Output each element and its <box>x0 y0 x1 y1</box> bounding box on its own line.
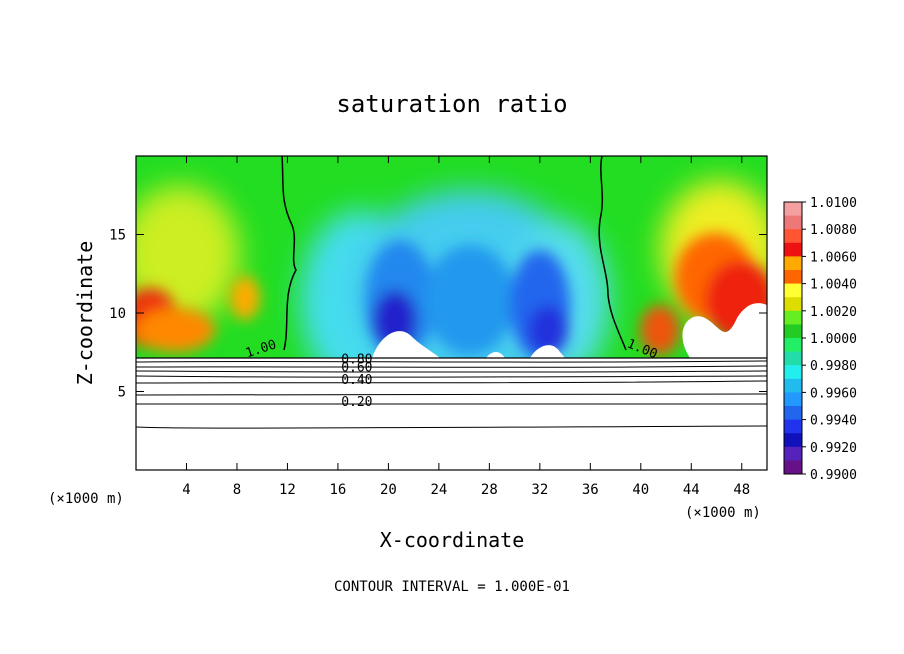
x-tick-label: 36 <box>582 482 599 498</box>
colorbar-swatch <box>784 324 802 339</box>
x-tick-label: 44 <box>683 482 700 498</box>
x-unit-left: (×1000 m) <box>48 491 124 507</box>
colorbar-label: 1.0020 <box>810 305 857 320</box>
x-tick-label: 28 <box>481 482 498 498</box>
colorbar-swatch <box>784 283 802 298</box>
contour-interval-note: CONTOUR INTERVAL = 1.000E-01 <box>334 579 570 595</box>
colorbar-swatch <box>784 229 802 244</box>
colorbar-swatch <box>784 310 802 325</box>
colorbar-swatch <box>784 446 802 461</box>
colorbar-swatch <box>784 338 802 353</box>
colorbar-swatch <box>784 460 802 475</box>
y-axis-ticks: 5 10 15 <box>109 228 767 401</box>
saturation-field <box>136 156 767 358</box>
colorbar-swatch <box>784 433 802 448</box>
x-unit-right: (×1000 m) <box>685 505 761 521</box>
colorbar-swatch <box>784 242 802 257</box>
x-axis-ticks: 4 8 12 16 20 24 28 32 36 40 44 48 <box>182 156 750 498</box>
y-tick-label: 15 <box>109 228 126 244</box>
colorbar-swatch <box>784 378 802 393</box>
colorbar-swatch <box>784 297 802 312</box>
colorbar-swatch <box>784 406 802 421</box>
contour-label: 0.20 <box>341 395 372 410</box>
x-tick-label: 24 <box>430 482 447 498</box>
x-tick-label: 8 <box>233 482 241 498</box>
contour-label: 0.40 <box>341 373 372 388</box>
colorbar-label: 1.0000 <box>810 332 857 347</box>
colorbar-label: 0.9960 <box>810 386 857 401</box>
colorbar-swatch <box>784 419 802 434</box>
colorbar-swatch <box>784 215 802 230</box>
x-tick-label: 16 <box>329 482 346 498</box>
chart-title: saturation ratio <box>336 90 567 118</box>
y-axis-label: Z-coordinate <box>73 241 97 386</box>
contour-label: 0.60 <box>341 361 372 376</box>
y-tick-label: 10 <box>109 306 126 322</box>
colorbar-swatch <box>784 256 802 271</box>
colorbar-swatch <box>784 202 802 217</box>
x-tick-label: 20 <box>380 482 397 498</box>
colorbar-label: 1.0060 <box>810 250 857 265</box>
colorbar-label: 1.0100 <box>810 196 857 211</box>
colorbar-swatch <box>784 351 802 366</box>
contour-lines <box>135 357 768 429</box>
x-axis-label: X-coordinate <box>380 528 525 552</box>
colorbar-label: 0.9900 <box>810 468 857 483</box>
colorbar: 1.0100 1.0080 1.0060 1.0040 1.0020 1.0000 0.99… <box>783 196 857 483</box>
colorbar-label: 1.0040 <box>810 278 857 293</box>
x-tick-label: 40 <box>632 482 649 498</box>
colorbar-label: 1.0080 <box>810 223 857 238</box>
colorbar-swatch <box>784 392 802 407</box>
x-tick-label: 4 <box>182 482 190 498</box>
colorbar-swatch <box>784 365 802 380</box>
contour-label: 0.80 <box>341 353 372 368</box>
x-tick-label: 12 <box>279 482 296 498</box>
colorbar-label: 0.9920 <box>810 441 857 456</box>
x-tick-label: 48 <box>733 482 750 498</box>
colorbar-label: 0.9940 <box>810 414 857 429</box>
y-tick-label: 5 <box>118 385 126 401</box>
colorbar-swatch <box>784 270 802 285</box>
x-tick-label: 32 <box>531 482 548 498</box>
colorbar-label: 0.9980 <box>810 359 857 374</box>
